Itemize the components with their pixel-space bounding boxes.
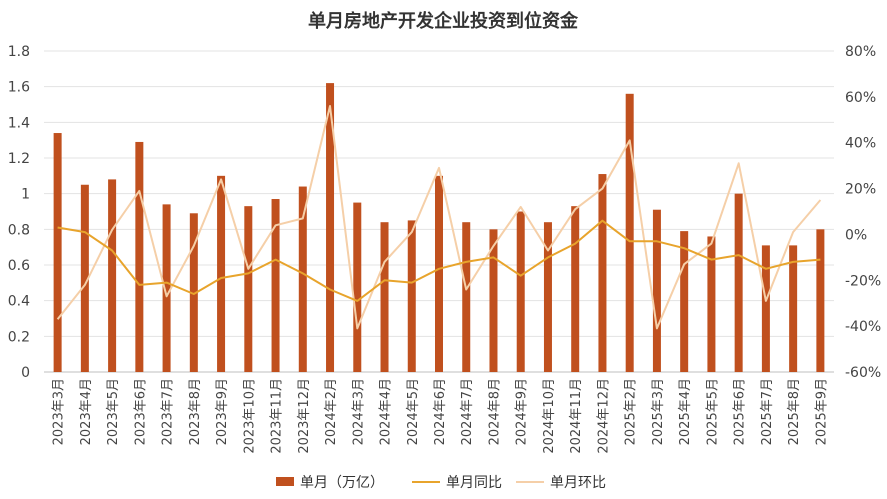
left-tick-label: 0.2: [8, 329, 30, 345]
bar: [652, 209, 661, 372]
bar: [789, 245, 798, 372]
x-tick-label: 2023年5月: [106, 378, 121, 445]
bar: [516, 211, 525, 372]
x-tick-label: 2024年8月: [487, 378, 502, 445]
right-tick-label: 20%: [845, 182, 876, 198]
x-tick-label: 2024年3月: [351, 378, 366, 445]
left-y-axis: 0 0.2 0.4 0.6 0.8 1 1.2 1.4 1.6 1.8: [8, 44, 30, 381]
bar: [625, 93, 634, 373]
x-tick-label: 2025年2月: [624, 378, 639, 445]
x-tick-label: 2025年7月: [760, 378, 775, 445]
x-tick-label: 2025年4月: [678, 378, 693, 445]
x-tick-label: 2023年8月: [188, 378, 203, 445]
bar: [162, 204, 171, 372]
right-y-axis: -60% -40% -20% 0% 20% 40% 60% 80%: [845, 44, 881, 381]
bar: [571, 206, 580, 372]
x-tick-label: 2024年10月: [542, 378, 557, 454]
bar: [816, 229, 825, 372]
x-tick-label: 2025年5月: [705, 378, 720, 445]
bar: [435, 175, 443, 372]
x-tick-label: 2024年7月: [460, 378, 475, 445]
bar: [298, 186, 307, 372]
bar: [271, 199, 280, 372]
bar: [380, 222, 389, 372]
right-tick-label: 40%: [845, 136, 876, 152]
left-tick-label: 1.2: [8, 151, 30, 167]
left-tick-label: 1.8: [8, 44, 30, 60]
left-tick-label: 0: [21, 365, 30, 381]
left-tick-label: 1.4: [8, 115, 30, 131]
legend-label-mom: 单月环比: [550, 475, 606, 491]
line-series: [56, 105, 822, 330]
x-tick-label: 2024年11月: [569, 378, 584, 454]
bar: [53, 133, 62, 372]
mom-line: [56, 105, 822, 330]
left-tick-label: 0.4: [8, 294, 30, 310]
legend-label-bar: 单月（万亿）: [300, 475, 384, 491]
x-tick-label: 2025年9月: [814, 378, 829, 445]
bar: [80, 184, 89, 372]
left-tick-label: 0.8: [8, 222, 30, 238]
left-tick-label: 1.6: [8, 80, 30, 96]
bar: [680, 231, 689, 372]
bar-series: [53, 83, 825, 373]
bar: [489, 229, 498, 372]
x-tick-label: 2024年4月: [379, 378, 394, 445]
bar: [462, 222, 471, 372]
bar: [217, 175, 226, 372]
right-tick-label: -60%: [845, 365, 881, 381]
yoy-line: [57, 219, 821, 302]
x-tick-label: 2023年12月: [297, 378, 312, 454]
bar: [543, 222, 552, 372]
right-tick-label: 0%: [845, 227, 867, 243]
bar: [135, 141, 144, 372]
x-tick-label: 2025年6月: [733, 378, 748, 445]
x-tick-label: 2023年9月: [215, 378, 230, 445]
bar: [108, 179, 117, 372]
bar: [761, 245, 770, 372]
bar: [326, 83, 335, 372]
bar: [244, 206, 253, 372]
bar: [707, 236, 716, 372]
bar: [407, 220, 416, 372]
right-tick-label: 80%: [845, 44, 876, 60]
x-tick-label: 2024年9月: [515, 378, 530, 445]
x-tick-label: 2023年10月: [242, 378, 257, 454]
bar: [598, 174, 607, 372]
left-tick-label: 1: [21, 187, 30, 203]
legend-swatch-bar: [276, 477, 294, 486]
chart-title: 单月房地产开发企业投资到位资金: [308, 10, 579, 32]
x-tick-label: 2023年3月: [52, 378, 67, 445]
right-tick-label: -40%: [845, 319, 881, 335]
bar: [734, 193, 743, 372]
bar: [353, 202, 362, 372]
x-tick-label: 2023年4月: [79, 378, 94, 445]
x-tick-label: 2025年8月: [787, 378, 802, 445]
right-tick-label: -20%: [845, 273, 881, 289]
x-tick-label: 2023年11月: [270, 378, 285, 454]
left-tick-label: 0.6: [8, 258, 30, 274]
x-tick-label: 2025年3月: [651, 378, 666, 445]
bar: [189, 213, 198, 372]
x-tick-label: 2024年2月: [324, 378, 339, 445]
legend: 单月（万亿） 单月同比 单月环比: [276, 475, 606, 491]
x-tick-label: 2024年5月: [406, 378, 421, 445]
legend-label-yoy: 单月同比: [446, 475, 502, 491]
x-tick-label: 2023年6月: [133, 378, 148, 445]
x-tick-label: 2024年12月: [596, 378, 611, 454]
x-tick-label: 2024年6月: [433, 378, 448, 445]
x-axis: 2023年3月 2023年4月 2023年5月 2023年6月 2023年7月 2023年…: [52, 378, 830, 454]
x-tick-label: 2023年7月: [161, 378, 176, 445]
right-tick-label: 60%: [845, 90, 876, 106]
